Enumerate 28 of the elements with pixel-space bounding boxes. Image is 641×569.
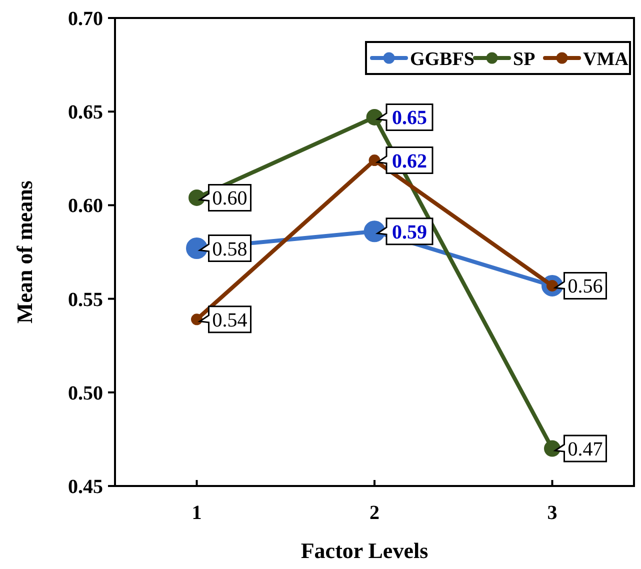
- point: [188, 189, 206, 206]
- x-axis-title: Factor Levels: [300, 538, 429, 563]
- text: 0.60: [68, 195, 103, 218]
- text: 0.65: [68, 102, 103, 124]
- data-label: 0.56: [568, 276, 603, 298]
- data-label: 0.58: [212, 238, 248, 260]
- x-tick-label: 3: [547, 502, 558, 524]
- x-tick-label: 2: [370, 502, 380, 524]
- text: 0.45: [68, 476, 103, 498]
- text: 0.55: [68, 288, 103, 311]
- data-label: 0.47: [568, 438, 603, 461]
- data-label: 0.62: [392, 150, 427, 172]
- point: [366, 108, 383, 126]
- text: 0.70: [68, 8, 103, 30]
- legend-label: GGBFS: [410, 49, 474, 70]
- point: [364, 220, 386, 242]
- point: [544, 440, 560, 457]
- text: 0.50: [68, 382, 103, 404]
- data-label: 0.59: [392, 221, 427, 244]
- data-label: 0.65: [392, 107, 427, 130]
- data-label: 0.60: [212, 188, 248, 210]
- legend-label: VMA: [583, 49, 629, 70]
- y-axis-title: Mean of means: [12, 180, 37, 324]
- data-label: 0.54: [212, 309, 248, 332]
- point: [368, 154, 380, 166]
- x-tick-label: 1: [192, 502, 202, 524]
- legend-label: SP: [513, 49, 536, 70]
- point: [191, 314, 203, 326]
